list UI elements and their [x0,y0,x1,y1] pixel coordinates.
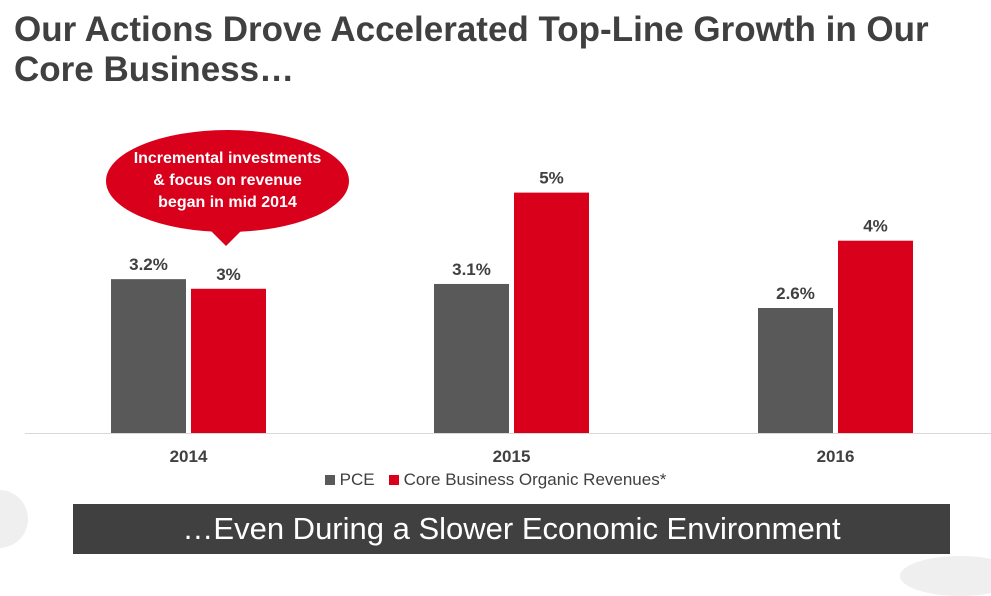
legend-swatch-pce [324,475,335,485]
page-title: Our Actions Drove Accelerated Top-Line G… [14,10,929,89]
legend-item-core: Core Business Organic Revenues* [388,470,667,490]
bar-core-2014 [191,288,266,433]
data-label-core-2014: 3% [216,265,241,284]
conclusion-banner: …Even During a Slower Economic Environme… [73,504,950,554]
bar-chart: 3.2% 3% 2014 3.1% 5% 2015 2.6% 4% 2016 [25,169,991,466]
callout-bubble: Incremental investments & focus on reven… [106,130,349,232]
legend-label-core: Core Business Organic Revenues* [403,470,667,489]
bar-pce-2016 [758,308,833,433]
bar-pce-2015 [434,283,509,433]
callout-tail [206,226,246,246]
decorative-circle-bottom-right [900,556,991,596]
data-label-pce-2015: 3.1% [452,260,491,279]
x-tick-label-2016: 2016 [817,447,855,466]
bar-core-2016 [838,240,913,433]
callout-text: Incremental investments & focus on reven… [133,150,322,211]
data-label-core-2016: 4% [863,217,888,236]
bar-pce-2014 [111,279,186,433]
data-label-core-2015: 5% [539,169,564,188]
legend-label-pce: PCE [339,470,375,489]
legend-swatch-core [388,475,399,485]
decorative-circle-left [0,490,28,548]
data-label-pce-2016: 2.6% [776,284,815,303]
x-tick-label-2015: 2015 [493,447,531,466]
legend-item-pce: PCE [324,470,375,490]
banner-text: …Even During a Slower Economic Environme… [182,511,841,546]
chart-legend: PCE Core Business Organic Revenues* [0,470,991,490]
x-tick-label-2014: 2014 [170,447,208,466]
bar-core-2015 [514,192,589,433]
data-label-pce-2014: 3.2% [129,255,168,274]
